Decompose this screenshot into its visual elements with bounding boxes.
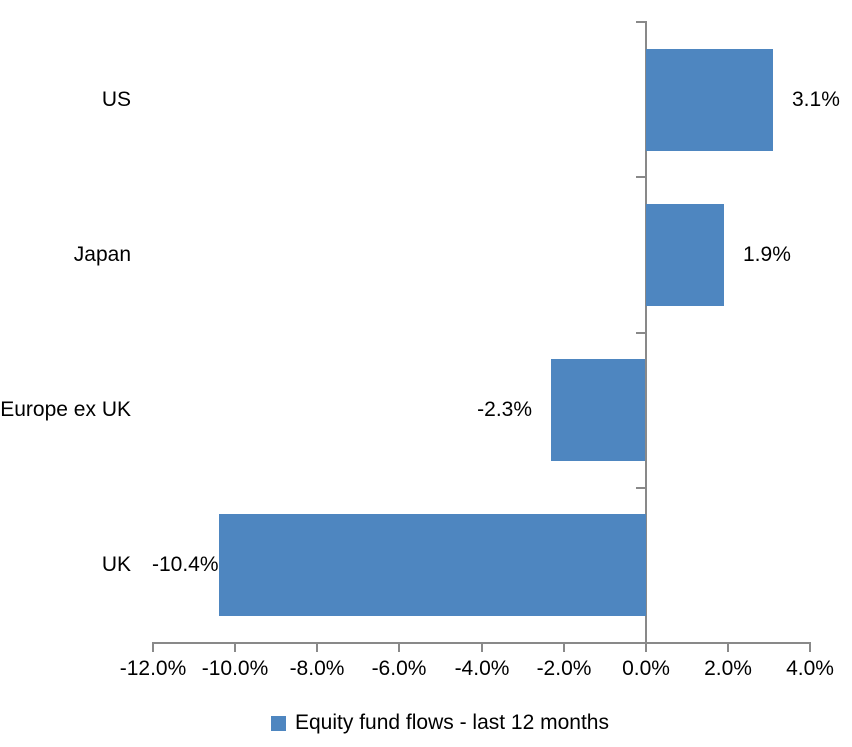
legend-swatch-icon <box>271 715 286 731</box>
category-label: US <box>101 88 131 111</box>
x-tick-label: -12.0% <box>119 657 187 680</box>
category-axis-tick <box>636 21 645 23</box>
value-axis-tick <box>727 644 729 652</box>
category-label: UK <box>101 553 131 576</box>
category-axis-tick <box>636 176 645 178</box>
legend: Equity fund flows - last 12 months <box>14 708 852 738</box>
bar <box>219 514 646 616</box>
bar <box>646 204 724 306</box>
category-axis-tick <box>636 487 645 489</box>
x-tick-label: -2.0% <box>536 657 592 680</box>
x-tick-label: -8.0% <box>289 657 345 680</box>
value-axis-tick <box>316 644 318 652</box>
value-axis-line <box>152 642 811 644</box>
bar-data-label: 3.1% <box>792 88 840 111</box>
value-axis-tick <box>152 644 154 652</box>
x-tick-label: -10.0% <box>201 657 269 680</box>
category-axis-line <box>645 21 647 651</box>
value-axis-tick <box>809 644 811 652</box>
x-tick-label: -4.0% <box>454 657 510 680</box>
category-axis-tick <box>636 332 645 334</box>
x-tick-label: 4.0% <box>786 657 834 680</box>
category-label: Japan <box>73 243 131 266</box>
bar-data-label: 1.9% <box>743 243 791 266</box>
bar-data-label: -10.4% <box>152 553 219 576</box>
x-tick-label: 2.0% <box>704 657 752 680</box>
value-axis-tick <box>234 644 236 652</box>
value-axis-tick <box>481 644 483 652</box>
value-axis-tick <box>563 644 565 652</box>
x-tick-label: 0.0% <box>622 657 670 680</box>
category-label: Europe ex UK <box>0 398 131 421</box>
value-axis-tick <box>398 644 400 652</box>
bar <box>551 359 645 461</box>
x-tick-label: -6.0% <box>371 657 427 680</box>
bar-data-label: -2.3% <box>477 398 532 421</box>
bar <box>646 49 773 151</box>
legend-label: Equity fund flows - last 12 months <box>295 711 609 734</box>
